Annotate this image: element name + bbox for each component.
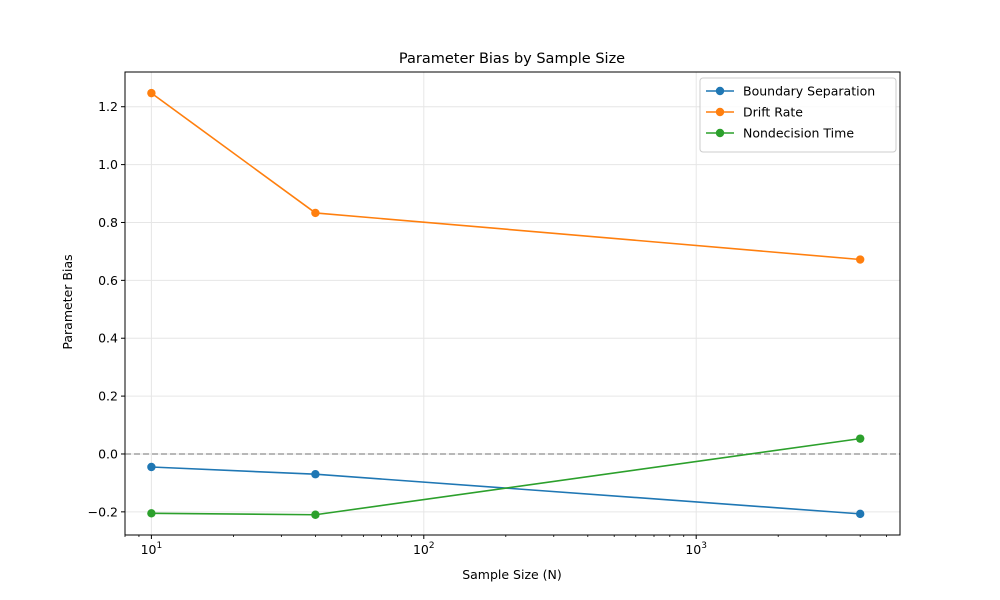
y-tick-label: 1.0 — [98, 157, 118, 172]
y-tick-label: 0.2 — [98, 389, 118, 404]
chart-title: Parameter Bias by Sample Size — [399, 51, 625, 67]
data-point-boundary-separation — [311, 470, 320, 479]
x-axis-ticks: 101 102 103 — [124, 535, 887, 557]
series-nondecision-time — [147, 434, 865, 519]
x-tick-label: 101 — [141, 541, 163, 557]
data-point-drift-rate — [311, 208, 320, 218]
x-tick-label: 103 — [685, 541, 707, 557]
y-tick-label: −0.2 — [88, 504, 118, 519]
data-point-drift-rate — [147, 88, 156, 98]
data-point-drift-rate — [855, 255, 865, 264]
series-drift-rate — [147, 88, 865, 264]
legend-entry: Boundary Separation — [706, 84, 875, 99]
y-tick-label: 0.0 — [98, 446, 118, 461]
data-point-nondecision-time — [311, 510, 320, 519]
legend-marker — [715, 107, 725, 117]
legend-label: Nondecision Time — [743, 126, 854, 141]
legend-entry: Drift Rate — [706, 105, 803, 120]
legend-label: Boundary Separation — [743, 84, 875, 99]
y-tick-label: 0.6 — [98, 273, 118, 288]
legend-marker — [715, 128, 725, 138]
legend-marker — [715, 86, 725, 96]
y-axis-ticks: −0.2 0.0 0.2 0.4 0.6 0.8 1.0 1.2 — [88, 99, 125, 519]
data-point-nondecision-time — [855, 434, 865, 443]
legend-box — [699, 77, 897, 153]
series-boundary-separation — [147, 462, 865, 519]
y-tick-label: 1.2 — [98, 99, 118, 114]
legend-entry: Nondecision Time — [706, 126, 854, 141]
x-axis-label: Sample Size (N) — [462, 567, 562, 582]
y-tick-label: 0.8 — [98, 215, 118, 230]
y-axis-label: Parameter Bias — [60, 254, 75, 349]
data-point-boundary-separation — [855, 509, 865, 519]
y-tick-label: 0.4 — [98, 331, 118, 346]
series-group — [147, 88, 865, 519]
legend: Boundary Separation Drift Rate Nondecision… — [699, 77, 897, 153]
legend-label: Drift Rate — [743, 105, 803, 120]
data-point-boundary-separation — [147, 462, 156, 472]
x-tick-label: 102 — [413, 541, 435, 557]
data-point-nondecision-time — [147, 509, 156, 518]
plot-area-frame — [124, 71, 901, 536]
